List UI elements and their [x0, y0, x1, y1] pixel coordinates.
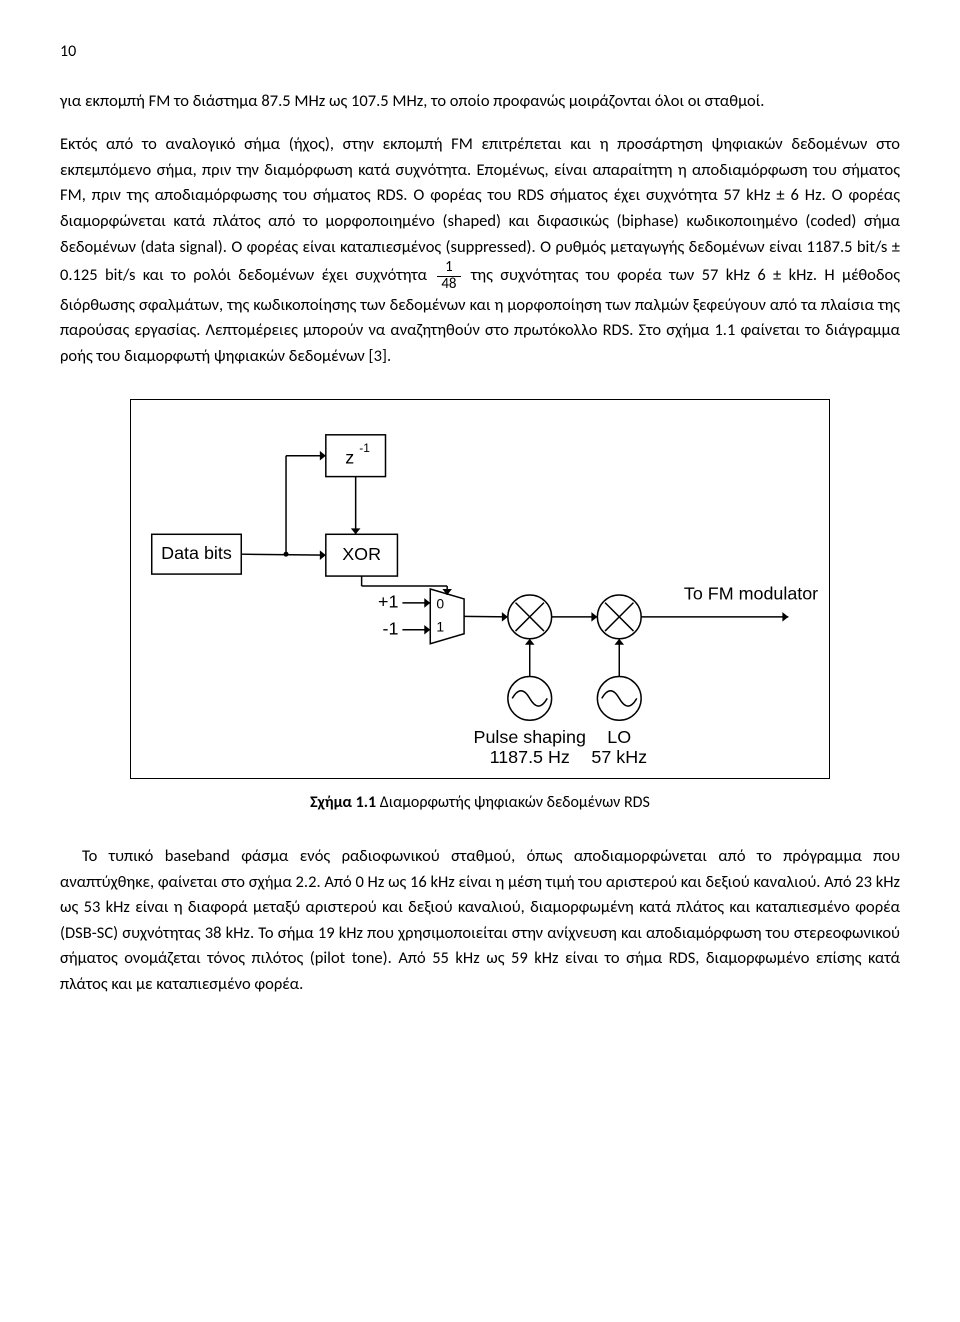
svg-text:To FM modulator: To FM modulator: [684, 584, 818, 604]
svg-text:Data bits: Data bits: [161, 543, 232, 563]
svg-text:LO: LO: [607, 727, 631, 747]
diagram-svg: Data bits z -1 XOR 0 1 +1 -1 To FM modulator Puls…: [130, 399, 830, 779]
para2-a: Εκτός από το αναλογικό σήμα (ήχος), στην…: [60, 134, 900, 285]
svg-text:z: z: [345, 448, 354, 468]
svg-text:+1: +1: [378, 592, 398, 612]
svg-text:-1: -1: [359, 441, 370, 455]
fraction: 1 48: [437, 260, 460, 293]
diagram-container: Data bits z -1 XOR 0 1 +1 -1 To FM modulator Puls…: [60, 399, 900, 779]
frac-den: 48: [437, 277, 460, 293]
svg-text:1: 1: [436, 619, 444, 635]
svg-text:1187.5 Hz: 1187.5 Hz: [490, 747, 570, 767]
svg-text:0: 0: [436, 596, 444, 612]
svg-text:Pulse shaping: Pulse shaping: [474, 727, 586, 747]
paragraph-2: Εκτός από το αναλογικό σήμα (ήχος), στην…: [60, 132, 900, 369]
caption-bold: Σχήμα 1.1: [310, 793, 376, 812]
figure-caption: Σχήμα 1.1 Διαμορφωτής ψηφιακών δεδομένων…: [60, 791, 900, 816]
svg-text:-1: -1: [383, 619, 399, 639]
svg-text:XOR: XOR: [342, 544, 381, 564]
page-number: 10: [60, 40, 900, 65]
svg-text:57 kHz: 57 kHz: [591, 747, 647, 767]
caption-rest: Διαμορφωτής ψηφιακών δεδομένων RDS: [376, 793, 650, 812]
paragraph-1: για εκπομπή FM το διάστημα 87.5 MHz ως 1…: [60, 89, 900, 115]
paragraph-3: Το τυπικό baseband φάσμα ενός ραδιοφωνικ…: [60, 844, 900, 997]
